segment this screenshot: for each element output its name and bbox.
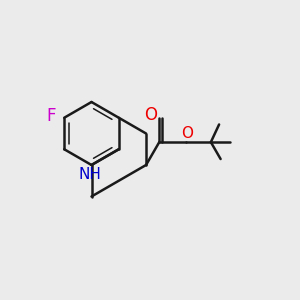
Text: F: F <box>47 107 56 125</box>
Text: NH: NH <box>79 167 101 182</box>
Text: O: O <box>181 126 193 141</box>
Text: O: O <box>144 106 157 124</box>
